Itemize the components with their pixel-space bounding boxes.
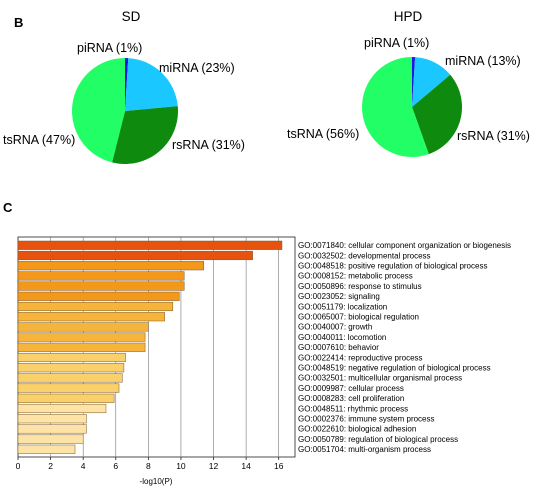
x-tick-label: 6	[113, 461, 118, 471]
bar	[17, 322, 149, 332]
bar	[17, 291, 180, 301]
x-tick-label: 2	[48, 461, 53, 471]
go-term-label: GO:0008283: cell proliferation	[298, 394, 404, 403]
go-term-label: GO:0022414: reproductive process	[298, 353, 423, 362]
go-term-labels: GO:0071840: cellular component organizat…	[298, 241, 511, 454]
hpd-label-pirna: piRNA (1%)	[364, 36, 429, 50]
sd-label-mirna: miRNA (23%)	[159, 61, 235, 75]
sd-slice-pirna	[125, 57, 129, 111]
x-tick-label: 0	[16, 461, 21, 471]
go-term-label: GO:0050896: response to stimulus	[298, 282, 422, 291]
go-term-label: GO:0071840: cellular component organizat…	[298, 241, 511, 250]
bar	[17, 393, 115, 403]
go-term-label: GO:0040007: growth	[298, 323, 372, 332]
hpd-label-rsrna: rsRNA (31%)	[457, 129, 530, 143]
sd-slice-rsrna	[112, 106, 178, 165]
hpd-slice-rsrna	[412, 74, 463, 155]
sd-slice-tsrna	[71, 58, 125, 163]
sd-slice-mirna	[125, 58, 178, 111]
sd-pie-chart: SD piRNA (1%) miRNA (23%) rsRNA (31%) ts…	[3, 9, 245, 165]
go-term-label: GO:0032501: multicellular organismal pro…	[298, 374, 462, 383]
x-tick-label: 14	[241, 461, 251, 471]
bar	[17, 240, 283, 250]
bar	[17, 424, 87, 434]
sd-label-pirna: piRNA (1%)	[77, 41, 142, 55]
bar	[17, 414, 87, 424]
bar	[17, 363, 125, 373]
go-term-label: GO:0040011: locomotion	[298, 333, 386, 342]
bar	[17, 383, 120, 393]
x-axis-ticks: 0 2 4 6 8 10 12 14 16	[16, 457, 284, 471]
go-term-label: GO:0022610: biological adhesion	[298, 425, 416, 434]
bar	[17, 352, 126, 363]
bar	[17, 342, 146, 352]
bar	[17, 271, 185, 281]
panel-b-letter: B	[14, 15, 23, 30]
bar	[17, 250, 253, 261]
bar	[17, 373, 123, 383]
go-enrichment-bar-chart: 0 2 4 6 8 10 12 14 16 GO:0071840: cellular compo…	[16, 236, 511, 486]
go-term-label: GO:0002376: immune system process	[298, 415, 435, 424]
hpd-label-mirna: miRNA (13%)	[445, 54, 521, 68]
x-tick-label: 10	[176, 461, 186, 471]
x-tick-label: 4	[81, 461, 86, 471]
bar	[17, 301, 174, 312]
go-term-label: GO:0009987: cellular process	[298, 384, 404, 393]
bar	[17, 403, 107, 414]
go-term-label: GO:0048519: negative regulation of biolo…	[298, 364, 491, 373]
hpd-slice-pirna	[412, 57, 416, 107]
hpd-label-tsrna: tsRNA (56%)	[287, 127, 359, 141]
sd-pie-slices	[71, 57, 178, 165]
go-term-label: GO:0050789: regulation of biological pro…	[298, 435, 458, 444]
bar	[17, 281, 185, 291]
bar	[17, 312, 165, 322]
bar	[17, 261, 204, 271]
hpd-pie-chart: HPD piRNA (1%) miRNA (13%) rsRNA (31%) t…	[287, 9, 530, 157]
sd-pie-title: SD	[122, 9, 141, 24]
go-term-label: GO:0051179: localization	[298, 302, 387, 311]
x-tick-label: 16	[274, 461, 284, 471]
x-axis-title: -log10(P)	[140, 477, 173, 486]
bar	[17, 444, 76, 454]
bar	[17, 332, 146, 342]
bars	[17, 240, 283, 454]
go-term-label: GO:0065007: biological regulation	[298, 313, 419, 322]
go-term-label: GO:0007610: behavior	[298, 343, 379, 352]
sd-label-tsrna: tsRNA (47%)	[3, 133, 75, 147]
hpd-slice-tsrna	[361, 57, 429, 157]
go-term-label: GO:0048511: rhythmic process	[298, 404, 408, 413]
panel-c-letter: C	[3, 200, 13, 215]
x-tick-label: 12	[209, 461, 219, 471]
go-term-label: GO:0008152: metabolic process	[298, 272, 413, 281]
hpd-pie-slices	[361, 57, 463, 157]
hpd-slice-mirna	[412, 57, 451, 107]
hpd-pie-title: HPD	[394, 9, 423, 24]
go-term-label: GO:0051704: multi-organism process	[298, 445, 431, 454]
sd-label-rsrna: rsRNA (31%)	[172, 138, 245, 152]
x-tick-label: 8	[146, 461, 151, 471]
go-term-label: GO:0032502: developmental process	[298, 251, 431, 260]
bar	[17, 434, 84, 444]
go-term-label: GO:0023052: signaling	[298, 292, 380, 301]
go-term-label: GO:0048518: positive regulation of biolo…	[298, 262, 487, 271]
